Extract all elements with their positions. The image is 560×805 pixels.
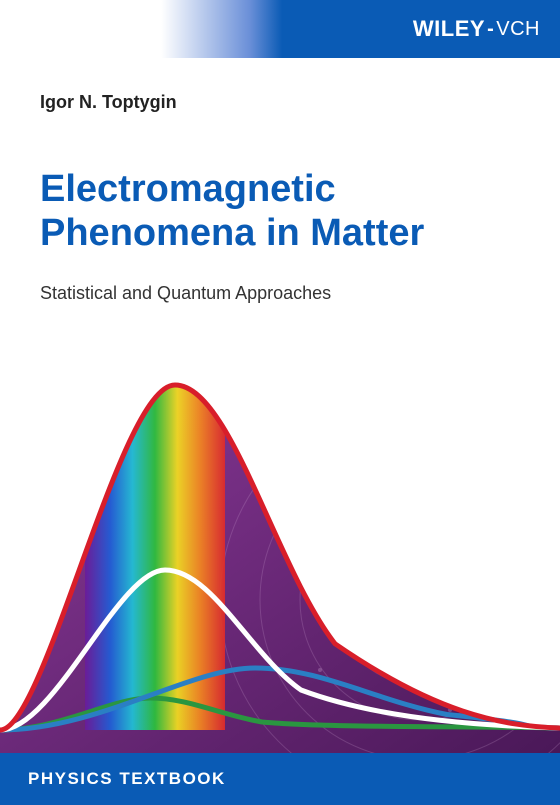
cover-graphic: [0, 370, 560, 753]
text-area: Igor N. Toptygin Electromagnetic Phenome…: [0, 58, 560, 304]
book-cover: WILEY - VCH Igor N. Toptygin Electromagn…: [0, 0, 560, 805]
footer-label: PHYSICS TEXTBOOK: [28, 769, 226, 789]
title-line-1: Electromagnetic: [40, 168, 336, 210]
header-bar: WILEY - VCH: [0, 0, 560, 58]
logo-vch: VCH: [496, 18, 540, 41]
logo-dash: -: [487, 18, 494, 41]
title-line-2: Phenomena in Matter: [40, 212, 424, 254]
book-subtitle: Statistical and Quantum Approaches: [40, 283, 520, 304]
author-name: Igor N. Toptygin: [40, 92, 520, 113]
book-title: Electromagnetic Phenomena in Matter: [40, 168, 520, 255]
footer-bar: PHYSICS TEXTBOOK: [0, 753, 560, 805]
graphic-area: [0, 370, 560, 753]
header-gradient: [0, 0, 403, 58]
publisher-logo: WILEY - VCH: [403, 0, 560, 58]
logo-wiley: WILEY: [413, 16, 485, 42]
